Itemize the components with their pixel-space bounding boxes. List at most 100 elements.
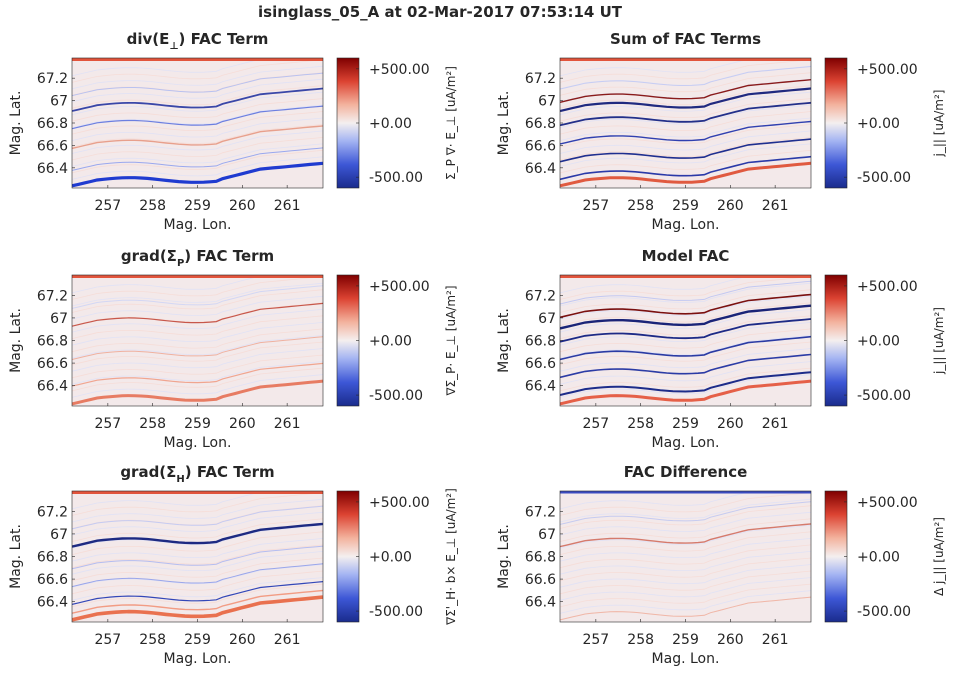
- panel-title: grad(ΣP) FAC Term: [121, 247, 274, 269]
- heatmap-texture-line: [72, 315, 323, 339]
- heatmap-edge-band: [560, 275, 811, 278]
- colorbar-tick-label: +0.00: [857, 550, 900, 566]
- x-tick-label: 259: [672, 198, 699, 214]
- heatmap: [72, 275, 323, 406]
- colorbar-tick-label: -500.00: [857, 388, 911, 404]
- heatmap-texture-line: [72, 518, 323, 542]
- y-tick-label: 67: [50, 527, 68, 543]
- panel-title-tail: ) FAC Term: [184, 247, 274, 265]
- y-tick-label: 67.2: [525, 288, 556, 304]
- y-tick-label: 66.4: [37, 161, 68, 177]
- heatmap-texture-line: [560, 511, 811, 536]
- heatmap-texture-line: [560, 570, 811, 595]
- heatmap-texture-line: [560, 72, 811, 96]
- heatmap-texture-line: [560, 505, 811, 529]
- y-axis-label: Mag. Lat.: [8, 91, 24, 156]
- colorbar: [336, 490, 360, 623]
- colorbar-label: j_|| [uA/m²]: [932, 307, 946, 375]
- heatmap-texture-line: [72, 275, 276, 294]
- panel-grad-sigma-p: grad(ΣP) FAC Term 257 258 259 260 261 66.4 66.6…: [8, 247, 458, 451]
- heatmap-edge-band: [560, 58, 811, 61]
- heatmap-texture-line: [560, 302, 811, 326]
- colorbar-tick-label: +500.00: [369, 279, 430, 295]
- y-axis-label: Mag. Lat.: [496, 524, 512, 589]
- y-axis-label: Mag. Lat.: [496, 91, 512, 156]
- heatmap-texture-line: [560, 143, 811, 167]
- panel-title-main: div(E: [127, 30, 170, 48]
- heatmap-texture-line: [72, 130, 323, 154]
- heatmap-texture-line: [560, 551, 811, 575]
- heatmap-texture-line: [72, 498, 323, 523]
- y-tick-label: 66.4: [37, 379, 68, 395]
- heatmap-texture-line: [72, 111, 323, 135]
- heatmap-texture-line: [560, 308, 811, 333]
- heatmap-edge-band: [72, 491, 323, 494]
- heatmap-edge-band: [560, 491, 811, 494]
- y-tick-label: 67: [50, 311, 68, 327]
- x-tick-label: 259: [184, 198, 211, 214]
- y-tick-label: 66.8: [525, 334, 556, 350]
- heatmap-current-band: [72, 72, 323, 97]
- panel-title-subscript: P: [177, 258, 184, 269]
- heatmap-current-band: [560, 79, 811, 103]
- x-tick-label: 260: [229, 416, 256, 432]
- x-axis-label: Mag. Lon.: [652, 651, 720, 667]
- heatmap-current-band: [72, 87, 323, 112]
- heatmap-texture-line: [72, 348, 323, 372]
- colorbar-label: ∇Σ'_H· b× E_⊥ [uA/m²]: [444, 488, 458, 626]
- heatmap-texture-line: [72, 85, 323, 109]
- heatmap-texture-line: [72, 276, 323, 300]
- heatmap-texture-line: [72, 137, 323, 161]
- colorbar-tick-label: -500.00: [857, 604, 911, 620]
- x-tick-label: 257: [582, 198, 609, 214]
- heatmap-current-band: [560, 293, 811, 319]
- y-tick-label: 66.6: [37, 572, 68, 588]
- heatmap-texture-line: [72, 65, 323, 90]
- panel-title-tail: ) FAC Term: [185, 463, 275, 481]
- x-tick-label: 261: [274, 632, 301, 648]
- panel-div-e-perp: div(E⊥) FAC Term 257 258 259 260 261 66.4 66.6 6…: [8, 30, 458, 233]
- y-tick-label: 66.4: [525, 379, 556, 395]
- x-tick-label: 260: [717, 198, 744, 214]
- colorbar-tick-label: +0.00: [369, 116, 412, 132]
- heatmap-current-band: [560, 155, 811, 181]
- heatmap-texture-line: [560, 124, 811, 148]
- heatmap-current-band: [560, 120, 811, 145]
- heatmap-texture-line: [560, 564, 811, 588]
- heatmap-current-band: [72, 285, 323, 309]
- heatmap-texture-line: [72, 322, 323, 346]
- heatmap-texture-line: [560, 498, 811, 523]
- heatmap: [72, 491, 323, 622]
- y-tick-label: 66.4: [525, 595, 556, 611]
- panel-title: FAC Difference: [624, 463, 748, 481]
- heatmap-texture-line: [72, 544, 323, 569]
- x-tick-label: 257: [582, 632, 609, 648]
- heatmap-current-band: [560, 523, 811, 548]
- heatmap-texture-line: [560, 341, 811, 366]
- heatmap-background: [560, 491, 811, 622]
- panel-title-tail: ) FAC Term: [179, 30, 269, 48]
- heatmap-current-band: [560, 379, 811, 406]
- heatmap-texture-line: [72, 289, 323, 313]
- y-axis-label: Mag. Lat.: [496, 308, 512, 373]
- heatmap-current-band: [72, 125, 323, 150]
- y-tick-label: 66.6: [37, 356, 68, 372]
- heatmap-texture-line: [560, 117, 811, 141]
- heatmap-texture-line: [560, 491, 764, 510]
- heatmap-texture-line: [72, 511, 323, 536]
- heatmap-texture-line: [560, 374, 811, 398]
- heatmap-texture-line: [560, 85, 811, 109]
- panel-title: Sum of FAC Terms: [610, 30, 761, 48]
- heatmap-texture-line: [560, 59, 811, 83]
- heatmap-texture-line: [560, 98, 811, 122]
- heatmap-texture-line: [560, 130, 811, 154]
- heatmap-texture-line: [72, 295, 323, 320]
- x-axis-label: Mag. Lon.: [164, 651, 232, 667]
- heatmap-current-band: [560, 87, 811, 113]
- heatmap-texture-line: [560, 544, 811, 569]
- heatmap-texture-line: [72, 104, 323, 128]
- panel-title: grad(ΣH) FAC Term: [120, 463, 274, 485]
- panel-title: div(E⊥) FAC Term: [127, 30, 269, 52]
